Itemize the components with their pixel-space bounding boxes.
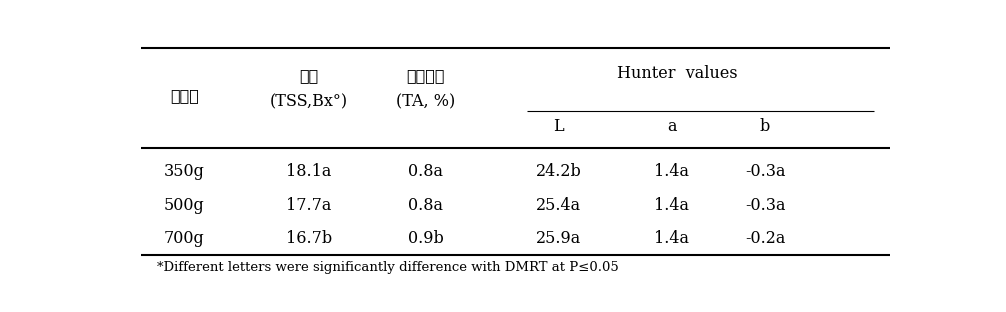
Text: 350g: 350g [164,163,204,180]
Text: 25.4a: 25.4a [536,197,581,214]
Text: b: b [760,118,771,135]
Text: 당도: 당도 [300,67,319,84]
Text: 17.7a: 17.7a [287,197,332,214]
Text: 18.1a: 18.1a [287,163,332,180]
Text: 1.4a: 1.4a [654,197,689,214]
Text: 500g: 500g [164,197,204,214]
Text: -0.3a: -0.3a [744,197,786,214]
Text: a: a [667,118,676,135]
Text: -0.2a: -0.2a [744,230,786,247]
Text: 1.4a: 1.4a [654,230,689,247]
Text: 700g: 700g [164,230,204,247]
Text: (TSS,Bx°): (TSS,Bx°) [270,94,348,111]
Text: L: L [553,118,563,135]
Text: *Different letters were significantly difference with DMRT at P≤0.05: *Different letters were significantly di… [157,261,619,274]
Text: 과방중: 과방중 [170,87,198,104]
Text: 1.4a: 1.4a [654,163,689,180]
Text: 16.7b: 16.7b [286,230,332,247]
Text: 0.9b: 0.9b [408,230,444,247]
Text: 0.8a: 0.8a [408,197,444,214]
Text: 0.8a: 0.8a [408,163,444,180]
Text: 25.9a: 25.9a [536,230,581,247]
Text: 적정산도: 적정산도 [406,67,446,84]
Text: 24.2b: 24.2b [535,163,581,180]
Text: Hunter  values: Hunter values [617,65,737,82]
Text: (TA, %): (TA, %) [396,94,456,111]
Text: -0.3a: -0.3a [744,163,786,180]
